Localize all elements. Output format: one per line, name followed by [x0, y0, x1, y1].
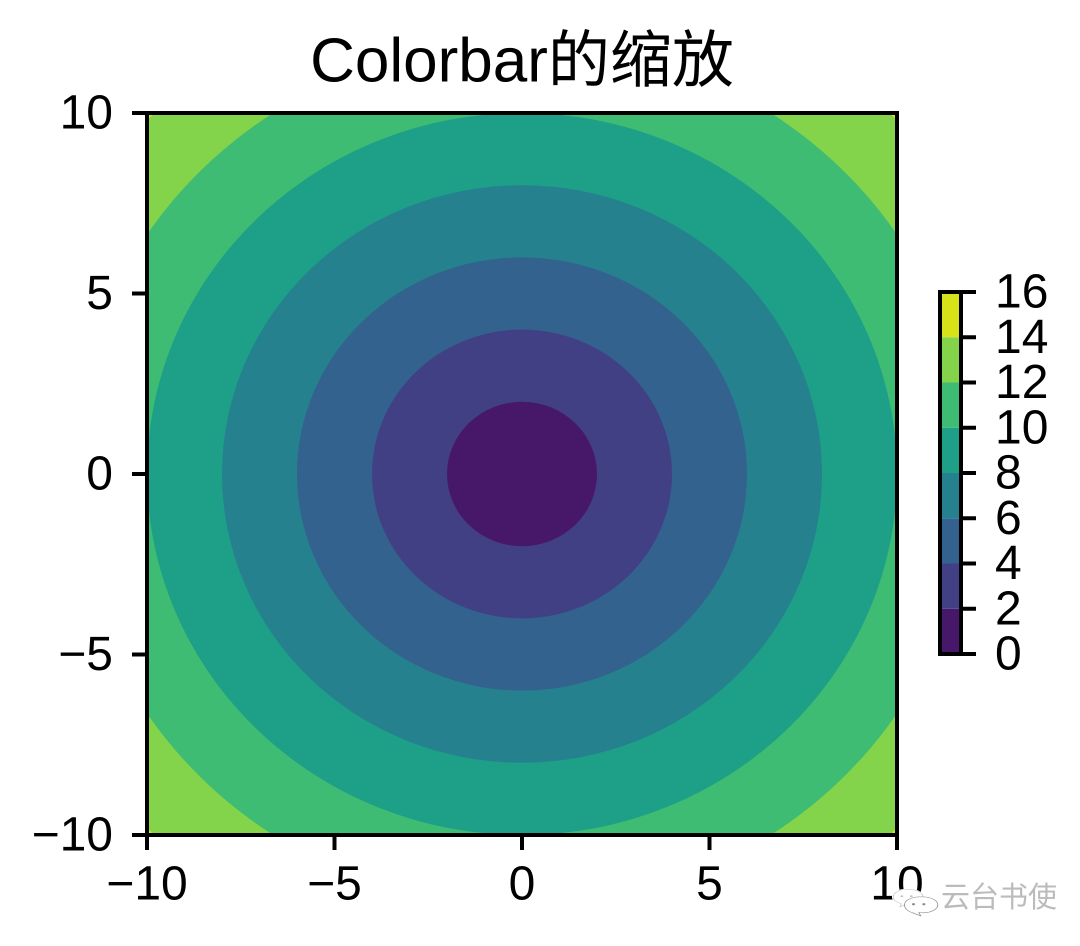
- svg-text:0: 0: [86, 448, 113, 501]
- svg-text:16: 16: [995, 266, 1048, 319]
- svg-text:5: 5: [696, 858, 723, 911]
- svg-text:12: 12: [995, 356, 1048, 409]
- svg-text:5: 5: [86, 267, 113, 320]
- svg-text:6: 6: [995, 492, 1022, 545]
- svg-text:0: 0: [995, 628, 1022, 681]
- svg-text:14: 14: [995, 311, 1048, 364]
- svg-text:云台书使: 云台书使: [941, 881, 1057, 914]
- svg-text:10: 10: [60, 87, 113, 140]
- svg-text:0: 0: [509, 858, 536, 911]
- svg-text:10: 10: [995, 401, 1048, 454]
- svg-text:4: 4: [995, 537, 1022, 590]
- svg-text:2: 2: [995, 582, 1022, 635]
- svg-text:−10: −10: [106, 858, 187, 911]
- svg-text:Colorbar的缩放: Colorbar的缩放: [310, 27, 734, 96]
- svg-text:−5: −5: [307, 858, 362, 911]
- svg-text:8: 8: [995, 447, 1022, 500]
- svg-text:−10: −10: [32, 809, 113, 862]
- svg-text:−5: −5: [58, 628, 113, 681]
